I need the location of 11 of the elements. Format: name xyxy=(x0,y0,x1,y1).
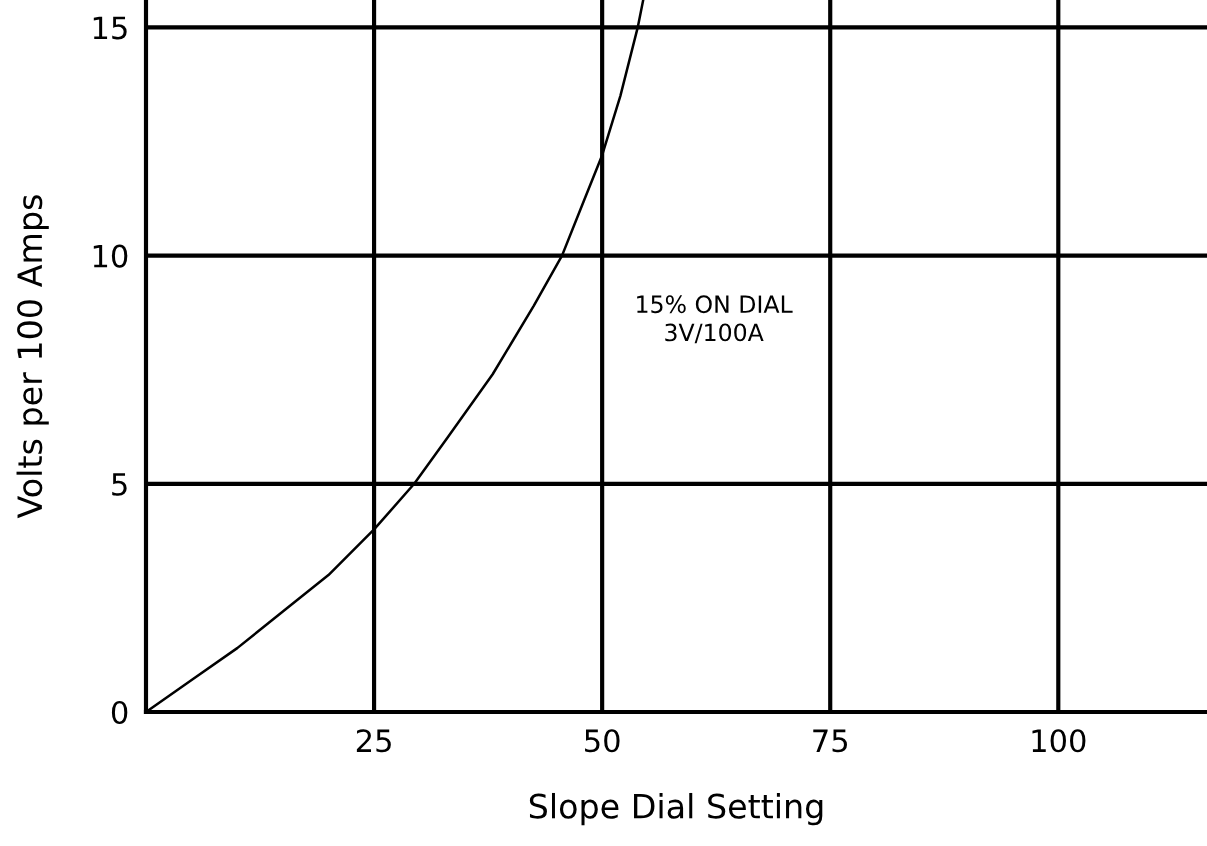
x-tick-label: 100 xyxy=(1032,729,1086,753)
y-tick-label: 15 xyxy=(93,16,127,40)
x-tick-label: 75 xyxy=(813,729,847,753)
y-tick-label: 0 xyxy=(111,700,128,725)
x-tick-label: 50 xyxy=(585,729,620,753)
x-tick-label: 25 xyxy=(356,729,391,753)
x-axis-title: Slope Dial Setting xyxy=(529,792,823,826)
annotation: 15% ON DIAL 3V/100A xyxy=(637,295,793,344)
y-axis-title: Volts per 100 Amps xyxy=(16,195,49,519)
y-tick-label: 5 xyxy=(112,473,127,496)
y-tick-label: 10 xyxy=(93,244,128,268)
